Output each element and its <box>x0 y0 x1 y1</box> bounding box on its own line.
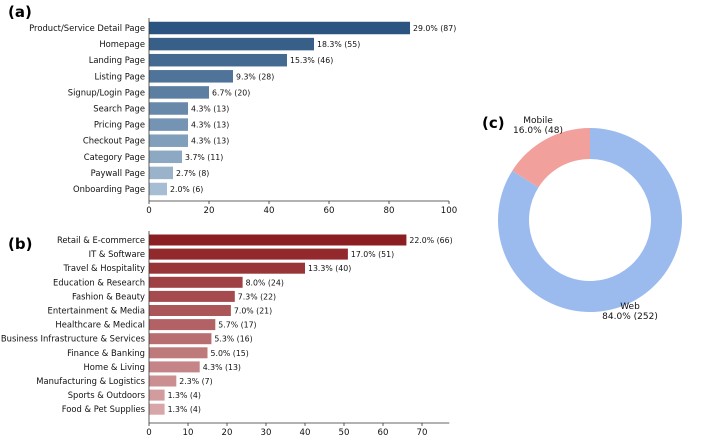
chart-a-bar <box>149 70 233 83</box>
chart-b-value-label: 13.3% (40) <box>308 264 351 273</box>
chart-b-bar <box>149 234 407 246</box>
chart-a-value-label: 29.0% (87) <box>413 24 456 33</box>
donut-label-web-name: Web <box>620 302 640 312</box>
chart-b-value-label: 5.0% (15) <box>211 349 249 358</box>
chart-a-page-types: Product/Service Detail Page 29.0% (87) Hom… <box>29 17 457 216</box>
chart-b-bar <box>149 262 305 274</box>
chart-a-bar <box>149 53 287 67</box>
chart-a-bar <box>149 150 182 164</box>
chart-b-bar <box>149 248 348 260</box>
chart-a-category-label: Paywall Page <box>91 168 145 178</box>
chart-b-value-label: 7.0% (21) <box>234 307 272 316</box>
chart-a-x-tick-label: 60 <box>324 206 335 216</box>
chart-a-x-tick-label: 40 <box>264 206 275 216</box>
chart-a-x-tick-label: 100 <box>441 206 457 216</box>
chart-b-category-label: Education & Research <box>53 277 145 287</box>
chart-b-value-label: 2.3% (7) <box>179 377 212 386</box>
chart-a-value-label: 2.0% (6) <box>170 185 203 194</box>
chart-b-value-label: 7.3% (22) <box>238 292 276 301</box>
chart-a-category-label: Product/Service Detail Page <box>29 23 145 33</box>
chart-b-bar <box>149 361 200 373</box>
chart-b-value-label: 4.3% (13) <box>203 363 241 372</box>
panel-label-b: (b) <box>8 235 32 253</box>
chart-b-x-tick-label: 10 <box>183 428 194 438</box>
chart-b-bar <box>149 290 235 302</box>
chart-a-value-label: 3.7% (11) <box>185 153 223 162</box>
chart-b-category-label: Travel & Hospitality <box>63 263 146 273</box>
donut-label-mobile-name: Mobile <box>523 116 553 126</box>
chart-a-value-label: 15.3% (46) <box>290 56 333 65</box>
chart-b-category-label: Home & Living <box>84 362 146 372</box>
chart-b-bar <box>149 347 208 359</box>
chart-b-value-label: 17.0% (51) <box>351 250 394 259</box>
chart-b-bar <box>149 375 177 387</box>
donut-slice-mobile <box>512 128 590 188</box>
chart-a-x-tick-label: 0 <box>146 206 151 216</box>
chart-b-category-label: Entertainment & Media <box>48 306 145 316</box>
chart-a-bar <box>149 166 173 180</box>
chart-b-x-tick-label: 20 <box>222 428 233 438</box>
chart-a-value-label: 6.7% (20) <box>212 88 250 97</box>
chart-a-bar <box>149 118 188 131</box>
chart-b-category-label: Healthcare & Medical <box>55 320 145 330</box>
chart-a-x-tick-label: 20 <box>204 206 215 216</box>
chart-b-x-tick-label: 0 <box>146 428 151 438</box>
chart-b-bar <box>149 305 231 316</box>
chart-a-bar <box>149 182 167 196</box>
chart-a-category-label: Category Page <box>84 152 145 162</box>
chart-a-category-label: Onboarding Page <box>73 184 145 194</box>
chart-a-bar <box>149 21 410 35</box>
donut-label-mobile-value: 16.0% (48) <box>513 126 563 136</box>
chart-a-x-tick-label: 80 <box>384 206 395 216</box>
chart-b-bar <box>149 276 243 288</box>
chart-a-category-label: Pricing Page <box>94 120 145 130</box>
chart-b-value-label: 5.3% (16) <box>214 335 252 344</box>
chart-b-x-tick-label: 50 <box>339 428 350 438</box>
chart-b-value-label: 8.0% (24) <box>246 278 284 287</box>
chart-b-category-label: Retail & E-commerce <box>57 235 145 245</box>
chart-b-x-tick-label: 30 <box>261 428 272 438</box>
panel-label-c: (c) <box>482 114 505 132</box>
chart-b-category-label: Manufacturing & Logistics <box>36 376 145 386</box>
chart-a-category-label: Signup/Login Page <box>68 87 145 97</box>
chart-a-bar <box>149 86 209 99</box>
chart-a-value-label: 4.3% (13) <box>191 137 229 146</box>
chart-a-value-label: 9.3% (28) <box>236 72 274 81</box>
donut-slice-web <box>498 128 682 312</box>
chart-b-value-label: 22.0% (66) <box>409 236 452 245</box>
chart-a-category-label: Landing Page <box>89 55 145 65</box>
chart-b-industries: Retail & E-commerce 22.0% (66) IT & Softwa… <box>1 230 453 438</box>
chart-a-category-label: Checkout Page <box>83 136 145 146</box>
chart-b-x-tick-label: 70 <box>417 428 428 438</box>
chart-b-bar <box>149 403 165 415</box>
chart-b-category-label: Finance & Banking <box>67 348 145 358</box>
chart-b-category-label: IT & Software <box>89 249 145 259</box>
chart-b-x-tick-label: 40 <box>300 428 311 438</box>
chart-a-value-label: 18.3% (55) <box>317 40 360 49</box>
chart-b-category-label: Sports & Outdoors <box>68 390 145 400</box>
chart-b-bar <box>149 333 212 345</box>
chart-b-category-label: Food & Pet Supplies <box>62 404 145 414</box>
chart-a-bar <box>149 102 188 115</box>
chart-b-value-label: 1.3% (4) <box>168 391 201 400</box>
chart-a-value-label: 4.3% (13) <box>191 105 229 114</box>
chart-a-category-label: Search Page <box>93 104 145 114</box>
chart-a-value-label: 4.3% (13) <box>191 121 229 130</box>
donut-label-web-value: 84.0% (252) <box>602 312 658 322</box>
chart-b-category-label: Business Infrastructure & Services <box>1 334 145 344</box>
chart-b-bar <box>149 319 216 331</box>
chart-b-category-label: Fashion & Beauty <box>72 291 145 301</box>
chart-b-value-label: 5.7% (17) <box>218 321 256 330</box>
chart-a-value-label: 2.7% (8) <box>176 169 209 178</box>
chart-a-category-label: Homepage <box>99 39 145 49</box>
chart-a-bar <box>149 134 188 147</box>
panel-label-a: (a) <box>8 3 32 21</box>
chart-a-bar <box>149 37 314 51</box>
chart-b-x-tick-label: 60 <box>378 428 389 438</box>
chart-b-bar <box>149 389 165 401</box>
chart-b-value-label: 1.3% (4) <box>168 405 201 414</box>
chart-a-category-label: Listing Page <box>94 71 145 81</box>
